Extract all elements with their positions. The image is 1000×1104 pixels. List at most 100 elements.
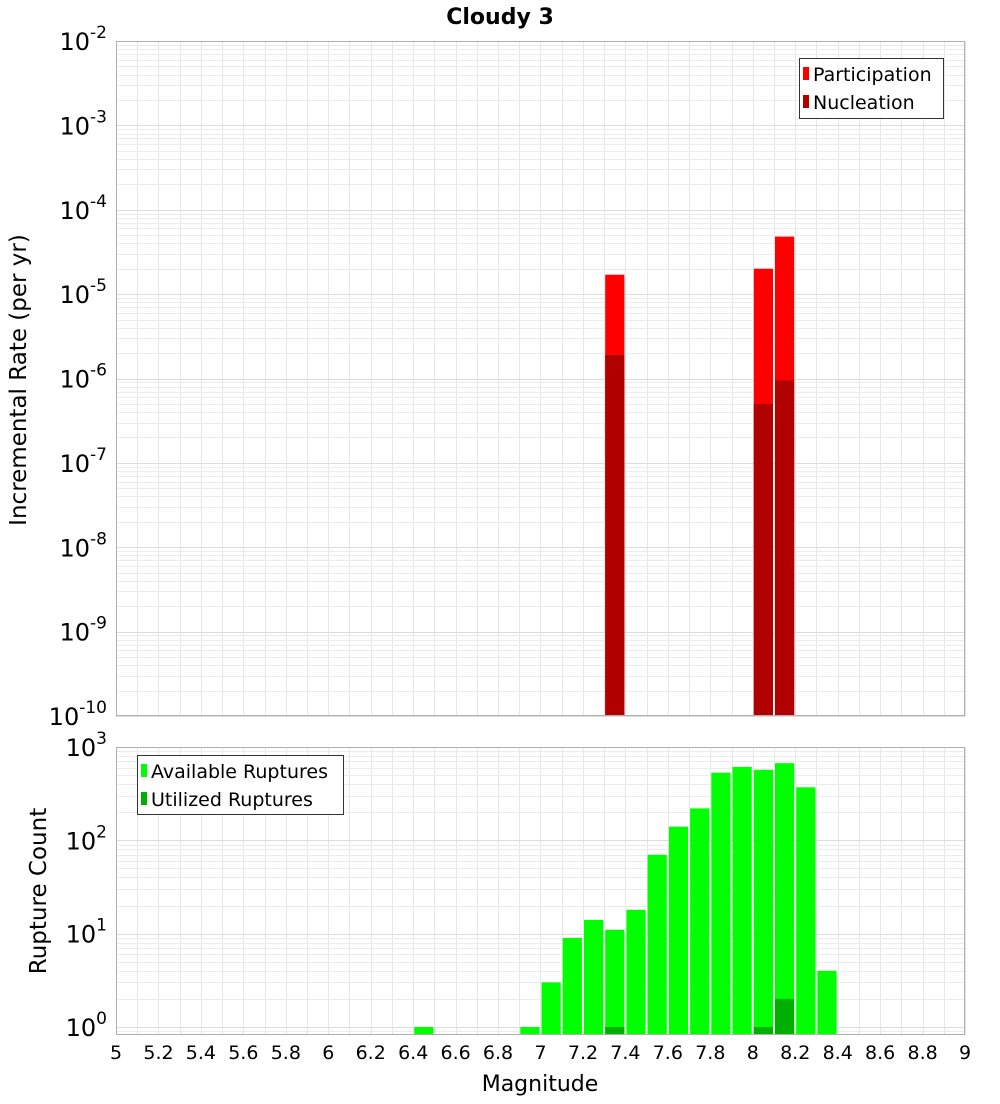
panel-1: 10-210-310-410-510-610-710-810-910-10Inc… <box>6 23 966 731</box>
legend-box <box>799 58 944 119</box>
bar <box>541 982 561 1035</box>
y-axis-label: Rupture Count <box>26 808 52 974</box>
y-tick-exponent: -7 <box>90 445 107 465</box>
y-tick-base: 10 <box>49 703 80 731</box>
bar <box>605 1027 625 1035</box>
bar <box>414 1027 434 1035</box>
y-tick-label: 10-3 <box>60 107 108 140</box>
bar <box>584 920 604 1035</box>
y-tick-exponent: -5 <box>90 276 107 296</box>
x-tick-label: 6.8 <box>483 1042 513 1064</box>
bar <box>668 826 689 1035</box>
y-tick-exponent: -4 <box>90 192 107 212</box>
y-tick-base: 10 <box>60 619 91 647</box>
plot-frame <box>116 41 965 716</box>
x-axis-label: Magnitude <box>482 1072 599 1097</box>
x-tick-label: 5 <box>110 1042 122 1064</box>
bar <box>626 909 646 1035</box>
series-nucleation <box>605 355 795 716</box>
y-tick-label: 10-9 <box>60 614 108 647</box>
y-tick-label: 10-8 <box>60 529 108 562</box>
y-tick-base: 10 <box>66 734 97 762</box>
y-tick-exponent: -3 <box>90 107 107 127</box>
x-tick-label: 6 <box>322 1042 334 1064</box>
legend-label: Available Ruptures <box>151 761 328 783</box>
x-tick-labels: 5 5.2 5.4 5.6 5.8 6 6.2 6.4 6.6 6.8 7 7.2 7.4 7.6 7.8 8… <box>110 1042 971 1064</box>
x-tick-label: 6.6 <box>440 1042 470 1064</box>
x-tick-label: 8.8 <box>907 1042 937 1064</box>
y-tick-base: 10 <box>66 827 97 855</box>
x-tick-label: 5.2 <box>143 1042 173 1064</box>
bar <box>562 937 582 1035</box>
bar <box>775 763 795 1035</box>
x-tick-label: 7.8 <box>695 1042 725 1064</box>
bar <box>753 403 773 716</box>
y-tick-exponent: -10 <box>79 698 107 718</box>
y-tick-label: 101 <box>66 916 107 949</box>
x-tick-label: 7.4 <box>610 1042 640 1064</box>
y-tick-base: 10 <box>60 366 91 394</box>
y-tick-label: 10-2 <box>60 23 108 56</box>
bar <box>605 929 625 1035</box>
y-tick-label: 10-10 <box>49 698 107 731</box>
series-available-ruptures <box>414 763 837 1035</box>
y-tick-base: 10 <box>60 450 91 478</box>
bar <box>753 1027 773 1035</box>
y-tick-exponent: 0 <box>96 1009 107 1029</box>
legend-label: Participation <box>813 64 932 86</box>
y-tick-exponent: 3 <box>96 729 107 749</box>
x-tick-label: 5.8 <box>271 1042 301 1064</box>
y-tick-label: 10-7 <box>60 445 108 478</box>
legend: Participation Nucleation <box>799 58 944 119</box>
x-tick-label: 7 <box>534 1042 546 1064</box>
bar <box>520 1027 540 1035</box>
bar <box>690 808 710 1035</box>
bar <box>796 787 816 1035</box>
x-tick-label: 7.2 <box>568 1042 598 1064</box>
legend-label: Nucleation <box>813 92 915 114</box>
bar <box>647 854 667 1035</box>
bar <box>732 767 752 1035</box>
legend-label: Utilized Ruptures <box>151 789 313 811</box>
x-tick-label: 7.6 <box>653 1042 683 1064</box>
panels-layer: 10-210-310-410-510-610-710-810-910-10Inc… <box>6 23 971 1064</box>
y-tick-exponent: 2 <box>96 822 107 842</box>
grid-lines <box>116 41 966 717</box>
bar <box>711 772 731 1035</box>
y-tick-labels: 10-210-310-410-510-610-710-810-910-10 <box>49 23 107 731</box>
y-axis-label: Incremental Rate (per yr) <box>6 234 32 526</box>
x-tick-label: 6.2 <box>356 1042 386 1064</box>
legend-swatch <box>141 764 147 777</box>
y-tick-label: 10-6 <box>60 361 108 394</box>
legend-swatch <box>141 792 147 805</box>
x-tick-label: 8.4 <box>823 1042 853 1064</box>
y-tick-base: 10 <box>66 1014 97 1042</box>
y-tick-label: 103 <box>66 729 107 762</box>
x-tick-label: 8.6 <box>865 1042 895 1064</box>
y-tick-label: 10-4 <box>60 192 108 225</box>
y-tick-base: 10 <box>60 534 91 562</box>
y-tick-base: 10 <box>60 28 91 56</box>
bar <box>605 355 625 716</box>
bar <box>775 380 795 716</box>
y-tick-label: 10-5 <box>60 276 108 309</box>
y-tick-base: 10 <box>66 921 97 949</box>
bar <box>817 970 837 1035</box>
x-tick-label: 8 <box>747 1042 759 1064</box>
y-tick-base: 10 <box>60 281 91 309</box>
x-tick-label: 6.4 <box>398 1042 428 1064</box>
y-tick-exponent: -8 <box>90 529 107 549</box>
series-utilized-ruptures <box>605 998 795 1035</box>
legend-swatch <box>803 95 809 108</box>
chart-title: Cloudy 3 <box>446 5 554 30</box>
plot-frame <box>116 747 965 1035</box>
bar <box>753 769 773 1035</box>
y-tick-label: 100 <box>66 1009 107 1042</box>
x-tick-label: 8.2 <box>780 1042 810 1064</box>
y-tick-base: 10 <box>60 197 91 225</box>
y-tick-exponent: -6 <box>90 361 107 381</box>
y-tick-label: 102 <box>66 822 107 855</box>
